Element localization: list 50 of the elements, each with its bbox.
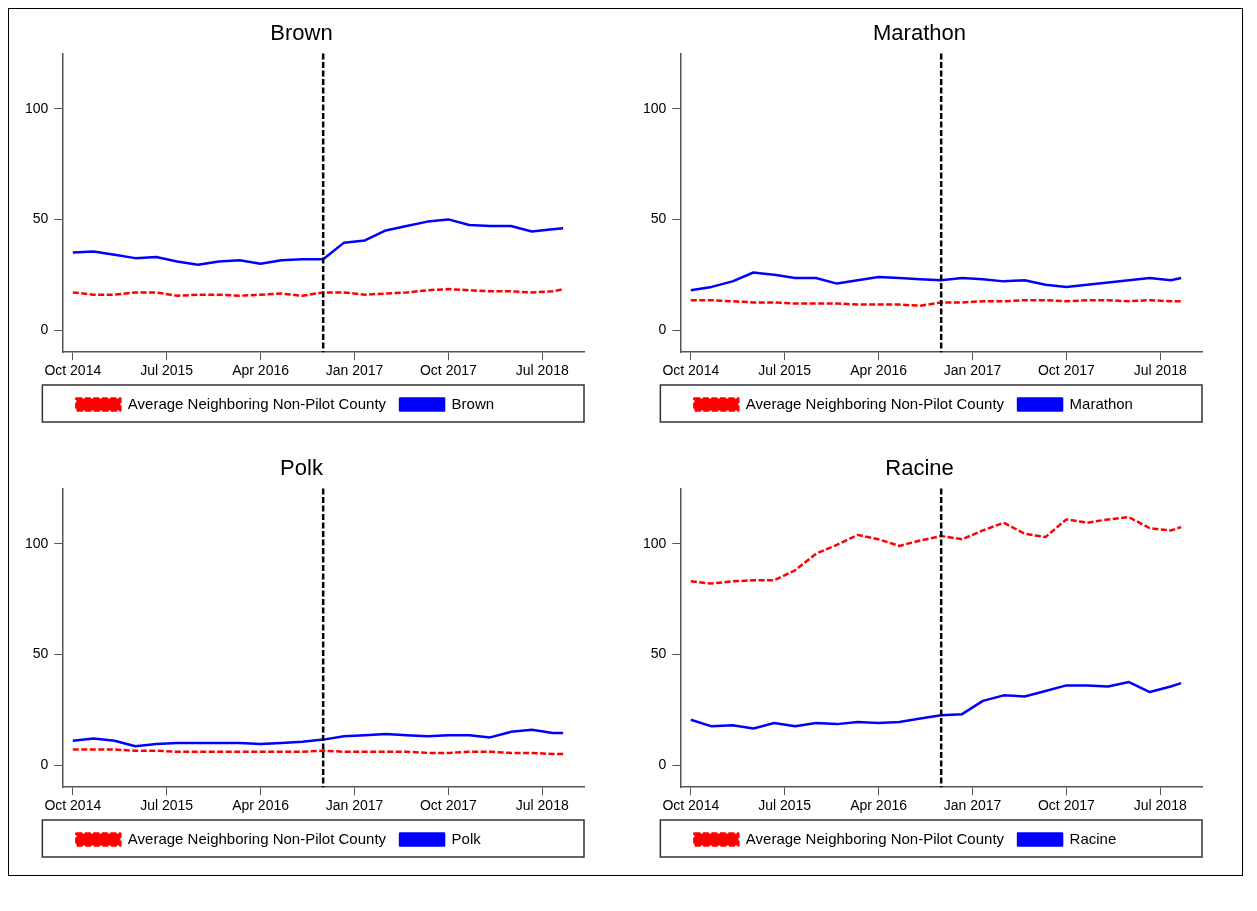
chart-title: Racine [885, 455, 954, 481]
y-tick-label: 50 [650, 645, 667, 662]
x-tick-label: Oct 2014 [44, 362, 102, 379]
y-tick-label: 100 [25, 534, 49, 551]
x-tick-label: Oct 2017 [419, 362, 477, 379]
chart-title: Marathon [873, 20, 966, 46]
line-series [689, 515, 1183, 585]
legend-label: Average Neighboring Non-Pilot County [745, 394, 1005, 412]
x-tick-label: Apr 2016 [850, 797, 908, 814]
legend-label: Marathon [1069, 394, 1133, 412]
x-tick-label: Apr 2016 [232, 797, 290, 814]
chart-title: Polk [280, 455, 324, 481]
y-tick-label: 50 [650, 210, 667, 227]
x-tick-label: Jul 2018 [1133, 362, 1187, 379]
y-tick-label: 0 [40, 320, 49, 337]
x-tick-label: Jul 2015 [140, 797, 194, 814]
y-tick-label: 0 [658, 320, 667, 337]
legend-label: Average Neighboring Non-Pilot County [745, 829, 1005, 847]
x-tick-label: Oct 2017 [419, 797, 477, 814]
y-tick-label: 50 [32, 645, 49, 662]
x-tick-label: Jan 2017 [943, 797, 1002, 814]
x-tick-label: Jan 2017 [325, 797, 384, 814]
x-tick-label: Jul 2018 [515, 362, 569, 379]
x-tick-label: Apr 2016 [850, 362, 908, 379]
legend-label: Brown [451, 394, 495, 412]
legend-label: Average Neighboring Non-Pilot County [127, 829, 387, 847]
legend-label: Average Neighboring Non-Pilot County [127, 394, 387, 412]
y-tick-label: 50 [32, 210, 49, 227]
x-tick-label: Jul 2015 [140, 362, 194, 379]
legend-label: Polk [451, 829, 482, 847]
y-tick-label: 0 [658, 755, 667, 772]
y-tick-label: 100 [25, 99, 49, 116]
y-tick-label: 100 [643, 534, 667, 551]
y-tick-label: 0 [40, 755, 49, 772]
x-tick-label: Oct 2014 [44, 797, 102, 814]
x-tick-label: Oct 2014 [662, 797, 720, 814]
x-tick-label: Oct 2017 [1037, 797, 1095, 814]
x-tick-label: Jul 2015 [758, 797, 812, 814]
chart-title: Brown [270, 20, 333, 46]
x-tick-label: Oct 2017 [1037, 362, 1095, 379]
x-tick-label: Jul 2018 [1133, 797, 1187, 814]
y-tick-label: 100 [643, 99, 667, 116]
x-tick-label: Jan 2017 [943, 362, 1002, 379]
x-tick-label: Jan 2017 [325, 362, 384, 379]
x-tick-label: Jul 2018 [515, 797, 569, 814]
x-tick-label: Oct 2014 [662, 362, 720, 379]
x-tick-label: Jul 2015 [758, 362, 812, 379]
x-tick-label: Apr 2016 [232, 362, 290, 379]
line-series [71, 287, 565, 298]
legend-label: Racine [1069, 829, 1117, 847]
